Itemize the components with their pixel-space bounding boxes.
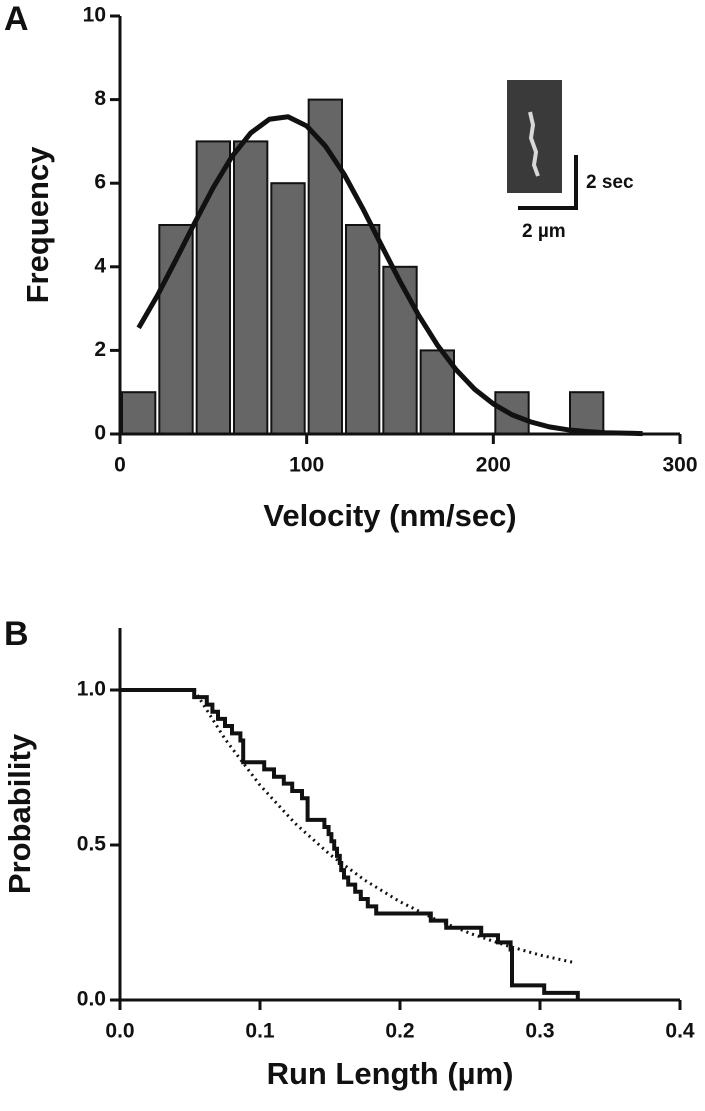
x-axis-title: Velocity (nm/sec)	[263, 498, 516, 533]
panel-label: B	[4, 615, 29, 653]
panel-label: A	[4, 0, 29, 38]
bar	[382, 265, 418, 435]
y-tick-label: 0	[94, 422, 106, 445]
y-tick-label: 0.0	[77, 988, 106, 1011]
bar	[569, 391, 605, 436]
bar	[270, 182, 306, 435]
x-tick-label: 0.2	[385, 1020, 414, 1043]
y-tick-label: 8	[94, 87, 106, 110]
x-tick-label: 0.0	[105, 1020, 134, 1043]
bar	[233, 140, 269, 435]
y-tick-label: 10	[83, 4, 106, 27]
bar	[121, 391, 157, 436]
x-tick-label: 0.3	[525, 1020, 554, 1043]
x-tick-label: 0	[114, 454, 126, 477]
y-axis-title: Probability	[2, 733, 37, 894]
x-tick-label: 200	[476, 454, 511, 477]
fit-curve	[136, 114, 643, 437]
inset-streak	[528, 111, 540, 177]
scale-label: 2 sec	[586, 172, 634, 193]
y-axis-title: Frequency	[20, 146, 55, 304]
y-tick-label: 1.0	[77, 678, 106, 701]
x-tick-label: 0.4	[665, 1020, 695, 1043]
bar	[307, 98, 343, 435]
x-tick-label: 100	[289, 454, 324, 477]
y-tick-label: 6	[94, 171, 106, 194]
y-tick-label: 2	[94, 338, 106, 361]
scale-label: 2 µm	[522, 221, 566, 242]
x-tick-label: 300	[662, 454, 697, 477]
inset-background	[507, 80, 562, 193]
bar	[345, 224, 381, 435]
x-axis-title: Run Length (µm)	[267, 1056, 514, 1091]
x-tick-label: 0.1	[245, 1020, 275, 1043]
y-tick-label: 4	[94, 254, 106, 277]
scale-bar	[518, 155, 578, 210]
fit-curve	[192, 689, 576, 965]
step-line	[120, 688, 580, 1000]
inset-image	[507, 80, 578, 210]
bar	[195, 140, 232, 435]
bar	[419, 349, 455, 435]
y-tick-label: 0.5	[77, 833, 107, 856]
